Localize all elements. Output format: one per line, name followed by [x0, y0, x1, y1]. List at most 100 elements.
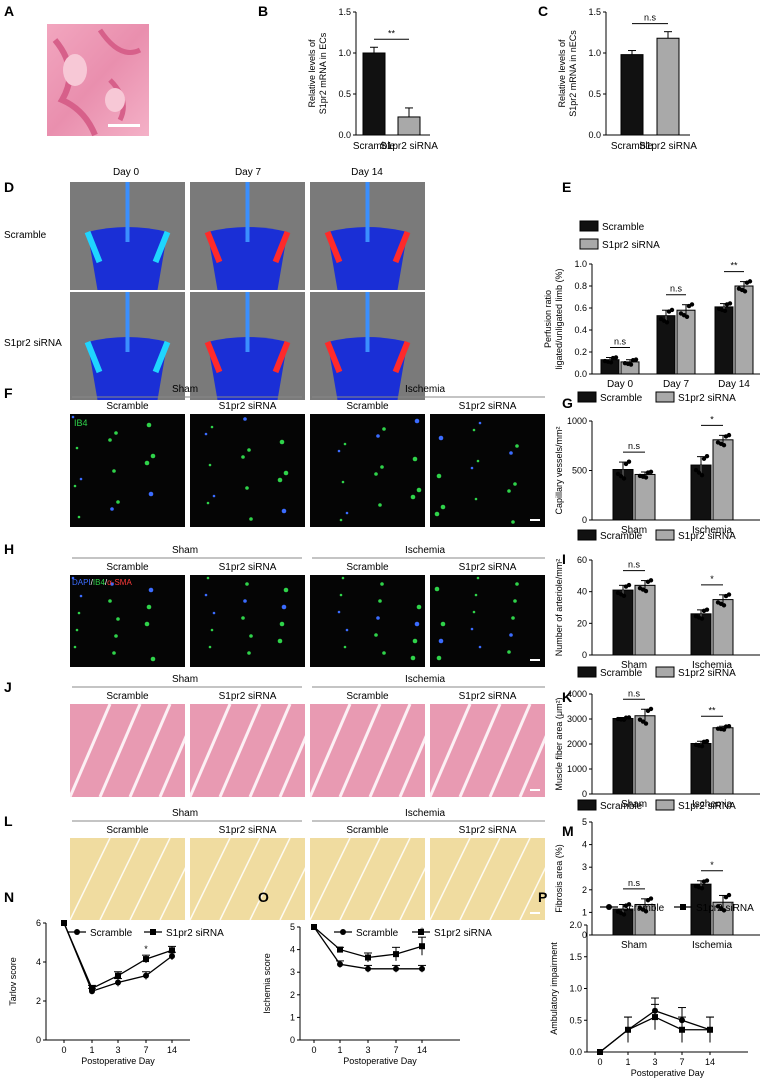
bar [676, 309, 696, 375]
y-axis-label: Tarlov score [8, 957, 18, 1006]
panel-h-letter: H [4, 541, 14, 557]
fluor-signal [513, 599, 517, 603]
data-point [115, 979, 121, 986]
y-axis-label: Relative levels of [557, 39, 567, 108]
tissue-septum [309, 837, 351, 921]
panel-l: L Sham Ischemia Scramble S1pr2 siRNA Scrambl… [4, 808, 561, 921]
data-point [143, 956, 149, 963]
panel-f-letter: F [4, 385, 13, 401]
x-tick-label: 7 [393, 1045, 398, 1055]
legend-label: S1pr2 siRNA [678, 531, 736, 542]
tissue-septum [488, 703, 532, 798]
data-point [726, 892, 732, 898]
x-tick-label: 1 [337, 1045, 342, 1055]
y-axis-label: Fibrosis area (%) [554, 844, 564, 913]
data-point [684, 314, 690, 319]
fluor-signal [507, 489, 511, 493]
column-label: S1pr2 siRNA [459, 825, 517, 836]
panel-d-letter: D [4, 179, 14, 195]
y-axis-label: Perfusion ratio [543, 290, 553, 348]
data-point [628, 362, 634, 367]
tissue-septum [458, 703, 502, 798]
data-point [699, 886, 705, 891]
fluor-signal [436, 655, 442, 661]
tissue-septum [518, 703, 562, 798]
x-tick-label: Ischemia [692, 940, 732, 951]
fluor-signal [279, 621, 285, 627]
y-tick-label: 0 [582, 650, 587, 660]
fluor-signal [378, 599, 382, 603]
micrograph-image [190, 704, 305, 797]
data-point [721, 603, 727, 608]
data-point [633, 357, 639, 362]
significance-label: n.s [628, 560, 641, 570]
data-point [707, 1026, 713, 1033]
fluor-signal [374, 633, 378, 637]
x-tick-label: 14 [167, 1045, 177, 1055]
data-point [648, 896, 654, 901]
x-tick-label: 14 [705, 1057, 715, 1067]
chart-m: 0 1 2 3 4 5 Fibrosis area (%) Scramble S1pr2 siR… [554, 799, 760, 951]
tissue-septum [429, 837, 471, 921]
data-point [621, 476, 627, 481]
tissue-septum [98, 703, 142, 798]
bar [712, 727, 734, 795]
panel-c-letter: C [538, 3, 548, 19]
fluor-signal [71, 576, 75, 580]
data-point [143, 972, 149, 979]
chart-b: 0.0 0.5 1.0 1.5 Relative levels of S1pr2 mRNA… [307, 7, 438, 152]
fluor-signal [507, 650, 511, 654]
fluor-signal [434, 511, 440, 517]
column-label: Scramble [106, 825, 149, 836]
channel-label-part: / [91, 578, 94, 587]
fluor-signal [414, 621, 420, 627]
data-point [643, 721, 649, 726]
bar [612, 589, 634, 656]
legend-label: S1pr2 siRNA [602, 240, 660, 251]
tissue-septum [128, 703, 172, 798]
fluor-signal [434, 586, 440, 592]
y-axis-label: Relative levels of [307, 39, 317, 108]
data-point [693, 467, 699, 473]
fluor-signal [212, 494, 216, 498]
y-tick-label: 0.0 [338, 130, 351, 140]
tissue-septum [99, 837, 141, 921]
legend-label: Scramble [90, 928, 133, 939]
perfusion-body [87, 227, 168, 290]
significance-label: n.s [628, 688, 641, 698]
significance-label: * [710, 860, 714, 870]
significance-label: n.s [670, 284, 683, 294]
chart-n: 0 2 4 6 Tarlov score 0 1 3 7 14 Postoperative Day S… [8, 918, 224, 1066]
fluor-signal [509, 633, 513, 637]
column-label: S1pr2 siRNA [219, 691, 277, 702]
y-tick-label: 2.0 [569, 920, 582, 930]
legend-swatch [655, 666, 675, 678]
y-tick-label: 1.5 [569, 952, 582, 962]
fluor-signal [277, 638, 283, 644]
data-point [726, 432, 732, 438]
micrograph-image [70, 414, 185, 527]
column-label: Scramble [346, 562, 389, 573]
data-point [664, 320, 670, 325]
fluor-signal [243, 599, 247, 603]
fluor-signal [410, 655, 416, 661]
fluor-signal [112, 469, 116, 473]
channel-label: IB4 [74, 418, 88, 428]
fluor-signal [114, 431, 118, 435]
x-tick-label: 1 [89, 1045, 94, 1055]
y-tick-label: 1 [582, 907, 587, 917]
data-point [621, 717, 627, 722]
column-label: S1pr2 siRNA [459, 562, 517, 573]
x-tick-label: 0 [311, 1045, 316, 1055]
fluor-signal [509, 451, 513, 455]
fluor-signal [208, 645, 212, 649]
data-point [648, 706, 654, 712]
column-label: S1pr2 siRNA [459, 401, 517, 412]
data-point [169, 947, 175, 954]
y-tick-label: 2000 [567, 739, 587, 749]
data-point [621, 912, 627, 917]
fluor-signal [110, 582, 114, 586]
y-tick-label: 4 [36, 957, 41, 967]
y-tick-label: 3000 [567, 714, 587, 724]
